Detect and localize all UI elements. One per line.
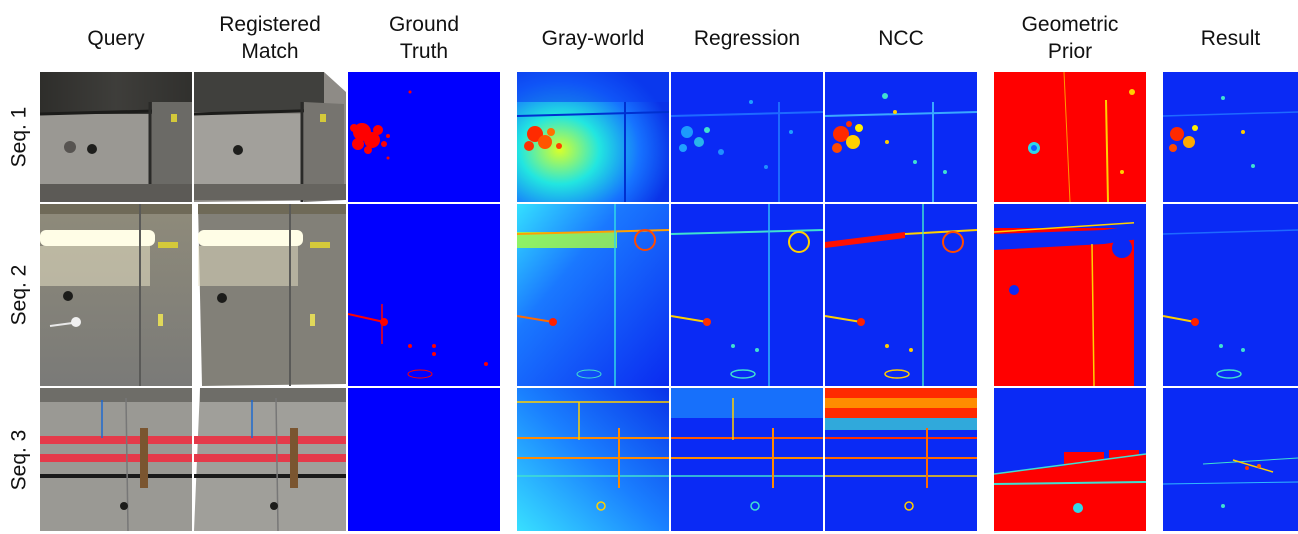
seq2-registered-match-image — [194, 204, 346, 386]
seq3-gray-world-map — [517, 388, 669, 531]
header-registered-match: Registered Match — [219, 13, 321, 63]
seq1-regression-map — [671, 72, 823, 202]
row-label-seq-2: Seq. 2 — [7, 264, 30, 326]
seq1-registered-match-image — [194, 72, 346, 202]
header-geometric-prior: Geometric Prior — [1021, 13, 1119, 63]
seq2-gray-world-map — [517, 204, 669, 386]
seq2-ncc-map — [825, 204, 977, 386]
row-label-seq-1: Seq. 1 — [7, 106, 30, 168]
header-regression: Regression — [693, 26, 801, 50]
seq1-gray-world-map — [517, 72, 669, 202]
seq2-geometric-prior-map — [994, 204, 1146, 386]
row-label-seq-3: Seq. 3 — [7, 429, 30, 490]
seq3-regression-map — [671, 388, 823, 531]
seq3-registered-match-image — [194, 388, 346, 531]
seq2-query-image — [40, 204, 192, 386]
header-result: Result — [1200, 26, 1261, 50]
seq2-regression-map — [671, 204, 823, 386]
header-ncc: NCC — [878, 26, 924, 50]
seq3-ncc-map — [825, 388, 977, 531]
header-query: Query — [87, 26, 145, 50]
seq3-query-image — [40, 388, 192, 531]
seq1-geometric-prior-map — [994, 72, 1146, 202]
seq2-result-map — [1163, 204, 1298, 386]
header-ground-truth: Ground Truth — [388, 13, 460, 63]
seq1-query-image — [40, 72, 192, 202]
seq2-ground-truth-map — [348, 204, 500, 386]
seq3-result-map — [1163, 388, 1298, 531]
seq3-ground-truth-map — [348, 388, 500, 531]
seq1-result-map — [1163, 72, 1298, 202]
seq1-ncc-map — [825, 72, 977, 202]
seq1-ground-truth-map — [348, 72, 500, 202]
header-gray-world: Gray-world — [541, 26, 645, 50]
seq3-geometric-prior-map — [994, 388, 1146, 531]
